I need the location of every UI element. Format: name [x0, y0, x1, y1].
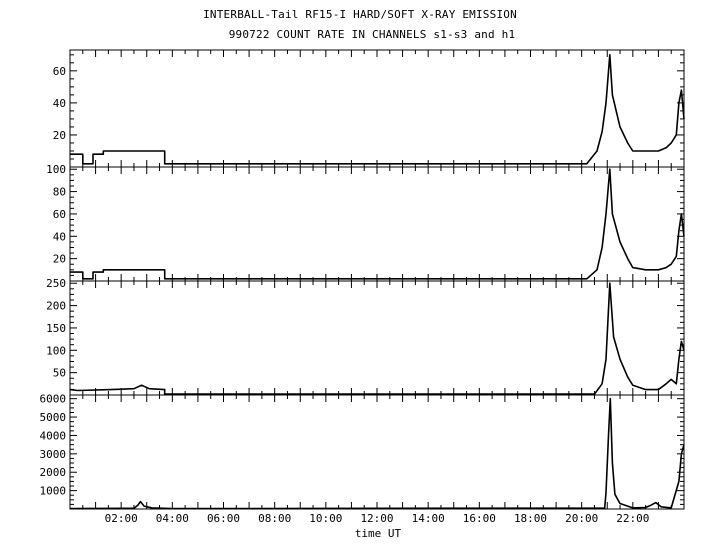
panel-2-y-tick-label: 40	[53, 230, 66, 243]
x-tick-label: 18:00	[514, 512, 547, 525]
x-tick-label: 08:00	[258, 512, 291, 525]
panel-4-y-tick-label: 6000	[40, 393, 67, 406]
panel-3-y-tick-label: 250	[46, 277, 66, 290]
panel-4-frame	[69, 394, 685, 510]
x-tick-label: 12:00	[360, 512, 393, 525]
x-tick-label: 22:00	[616, 512, 649, 525]
panel-3-series-line	[69, 282, 685, 395]
panel-2-series-line	[70, 168, 685, 280]
panel-2-y-tick-label: 100	[46, 163, 66, 176]
panel-3-y-tick-label: 50	[53, 367, 66, 380]
panel-3-y-tick-label: 100	[46, 344, 66, 357]
panel-4-y-tick-label: 1000	[40, 485, 67, 498]
x-tick-label: 06:00	[207, 512, 240, 525]
panel-3-y-tick-label: 200	[46, 300, 66, 313]
panel-1-frame	[69, 49, 685, 168]
panel-2-y-tick-label: 80	[53, 186, 66, 199]
panel-3-y-tick-label: 150	[46, 322, 66, 335]
panel-2-y-tick-label: 60	[53, 208, 66, 221]
panel-4-y-tick-label: 2000	[40, 466, 67, 479]
panel-3-frame	[69, 280, 685, 396]
panel-1-y-tick-label: 40	[53, 97, 66, 110]
panel-1-y-tick-label: 60	[53, 65, 66, 78]
x-tick-label: 10:00	[309, 512, 342, 525]
panel-4-y-tick-label: 4000	[40, 429, 67, 442]
x-tick-label: 16:00	[463, 512, 496, 525]
panel-1-series-line	[70, 53, 685, 165]
panel-2-y-tick-label: 20	[53, 253, 66, 266]
panel-4-series-line	[69, 397, 685, 510]
panel-2-frame	[69, 166, 685, 282]
x-tick-label: 14:00	[412, 512, 445, 525]
x-tick-label: 20:00	[565, 512, 598, 525]
x-tick-label: 04:00	[156, 512, 189, 525]
panel-4-y-tick-label: 5000	[40, 411, 67, 424]
chart-title: INTERBALL-Tail RF15-I HARD/SOFT X-RAY EM…	[203, 8, 517, 21]
panel-4-y-tick-label: 3000	[40, 448, 67, 461]
chart-subtitle: 990722 COUNT RATE IN CHANNELS s1-s3 and …	[228, 28, 516, 41]
x-axis-label: time UT	[354, 527, 402, 540]
panel-1-y-tick-label: 20	[53, 129, 66, 142]
x-tick-label: 02:00	[105, 512, 138, 525]
